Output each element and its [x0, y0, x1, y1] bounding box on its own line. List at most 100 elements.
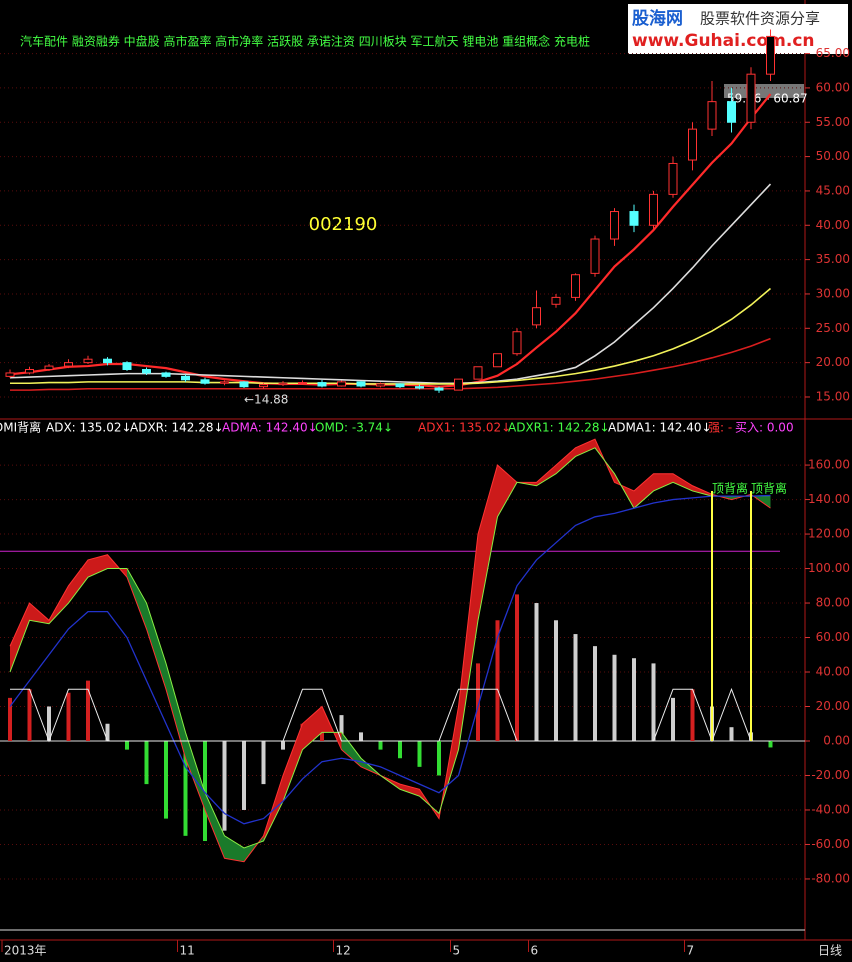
- x-tick-label: 6: [531, 944, 539, 958]
- candle-body: [415, 386, 424, 389]
- legend-item: ADXR1: 142.28↓: [508, 421, 610, 435]
- y-tick-label: 25.00: [816, 321, 850, 335]
- y-tick-label: 80.00: [816, 596, 850, 610]
- histogram-bar: [27, 689, 32, 741]
- histogram-bar: [768, 740, 773, 748]
- candle-body: [278, 382, 288, 386]
- candle-body: [727, 101, 736, 123]
- candle-body: [473, 366, 483, 380]
- dmi-band: [478, 465, 498, 621]
- legend-item: 强: -: [708, 421, 732, 435]
- histogram-bar: [437, 740, 441, 776]
- candle-body: [434, 387, 444, 391]
- candle-body: [512, 331, 522, 355]
- y-tick-label: 65.00: [816, 46, 850, 60]
- y-tick-label: 35.00: [816, 252, 850, 266]
- histogram-bar: [242, 740, 246, 810]
- dmi-band: [653, 473, 673, 491]
- histogram-bar: [86, 680, 90, 741]
- candle-body: [122, 362, 132, 371]
- histogram-bar: [261, 740, 266, 785]
- histogram-bar: [125, 740, 129, 750]
- candle-body: [259, 384, 268, 388]
- divergence-label: 顶背离: [751, 480, 787, 495]
- candle-body: [142, 369, 151, 374]
- histogram-bar: [281, 740, 285, 750]
- y-tick-label: 55.00: [816, 115, 850, 129]
- low-label: ←14.88: [244, 393, 288, 407]
- divergence-label: 顶背离: [712, 480, 748, 495]
- ma-line: [9, 183, 772, 385]
- histogram-bar: [476, 663, 480, 741]
- y-tick-label: 60.00: [816, 630, 850, 644]
- dmi-band: [536, 465, 556, 486]
- x-tick-label: 12: [336, 944, 351, 958]
- adx-line: [9, 438, 771, 863]
- dmi-band: [400, 784, 420, 797]
- candle-body: [5, 372, 15, 377]
- histogram-bar: [690, 689, 695, 741]
- histogram-bar: [495, 620, 500, 741]
- x-tick-label: 2013年: [4, 944, 47, 958]
- y-tick-label: 160.00: [808, 458, 850, 472]
- adxr-line: [9, 447, 771, 849]
- x-tick-label: 7: [687, 944, 695, 958]
- histogram-bar: [417, 740, 422, 767]
- candle-body: [64, 362, 73, 367]
- dmi-band: [283, 723, 303, 802]
- ma-line: [10, 337, 771, 391]
- dmi-band: [224, 835, 244, 862]
- y-tick-label: -40.00: [811, 802, 850, 816]
- candle-body: [629, 211, 639, 226]
- histogram-bar: [183, 740, 188, 836]
- legend-item: ADX1: 135.02↓: [418, 421, 511, 435]
- legend-item: ADX: 135.02↓: [46, 421, 132, 435]
- watermark: 股票软件资源分享: [700, 10, 820, 28]
- y-tick-label: -80.00: [811, 871, 850, 885]
- legend-item: ADXR: 142.28↓: [130, 421, 224, 435]
- dmi-band: [575, 439, 595, 457]
- histogram-bar: [222, 740, 227, 831]
- dmi-band: [497, 465, 517, 517]
- candle-body: [688, 128, 697, 161]
- watermark: www.Guhai.com.cn: [632, 31, 815, 51]
- dmi-band: [185, 732, 205, 810]
- watermark: 股海网: [632, 8, 683, 29]
- candle-body: [746, 73, 756, 123]
- histogram-bar: [729, 727, 734, 741]
- histogram-bar: [593, 646, 597, 741]
- dmi-band: [205, 792, 225, 859]
- histogram-bar: [105, 723, 110, 741]
- dmi-band: [673, 473, 693, 491]
- histogram-bar: [515, 594, 519, 741]
- x-tick-label: 11: [180, 944, 195, 958]
- dmi-band: [634, 473, 654, 509]
- candle-body: [103, 358, 112, 364]
- legend-item: DMI背离: [0, 420, 41, 435]
- candle-body: [668, 162, 678, 195]
- y-tick-label: 45.00: [816, 183, 850, 197]
- candle-body: [707, 101, 717, 130]
- candle-body: [454, 378, 463, 391]
- histogram-bar: [8, 697, 12, 741]
- y-tick-label: 40.00: [816, 665, 850, 679]
- tags: 汽车配件 融资融券 中盘股 高市盈率 高市净率 活跃股 承诺注资 四川板块 军工…: [20, 34, 590, 49]
- candle-body: [551, 296, 561, 305]
- legend-item: ADMA: 142.40↓: [222, 421, 318, 435]
- histogram-bar: [612, 654, 617, 741]
- histogram-bar: [632, 658, 636, 741]
- candle-body: [532, 307, 541, 326]
- candle-body: [25, 369, 34, 374]
- y-tick-label: 15.00: [816, 389, 850, 403]
- histogram-bar: [359, 732, 363, 741]
- y-tick-label: -60.00: [811, 837, 850, 851]
- legend-item: 买入: 0.00: [735, 421, 794, 435]
- y-tick-label: 120.00: [808, 527, 850, 541]
- watermark-box: [628, 4, 848, 54]
- dmi-band: [88, 554, 108, 578]
- histogram-bar: [534, 603, 539, 741]
- adma-line: [9, 494, 771, 825]
- histogram-bar: [144, 740, 149, 785]
- dmi-band: [127, 568, 147, 629]
- histogram-bar: [573, 634, 578, 741]
